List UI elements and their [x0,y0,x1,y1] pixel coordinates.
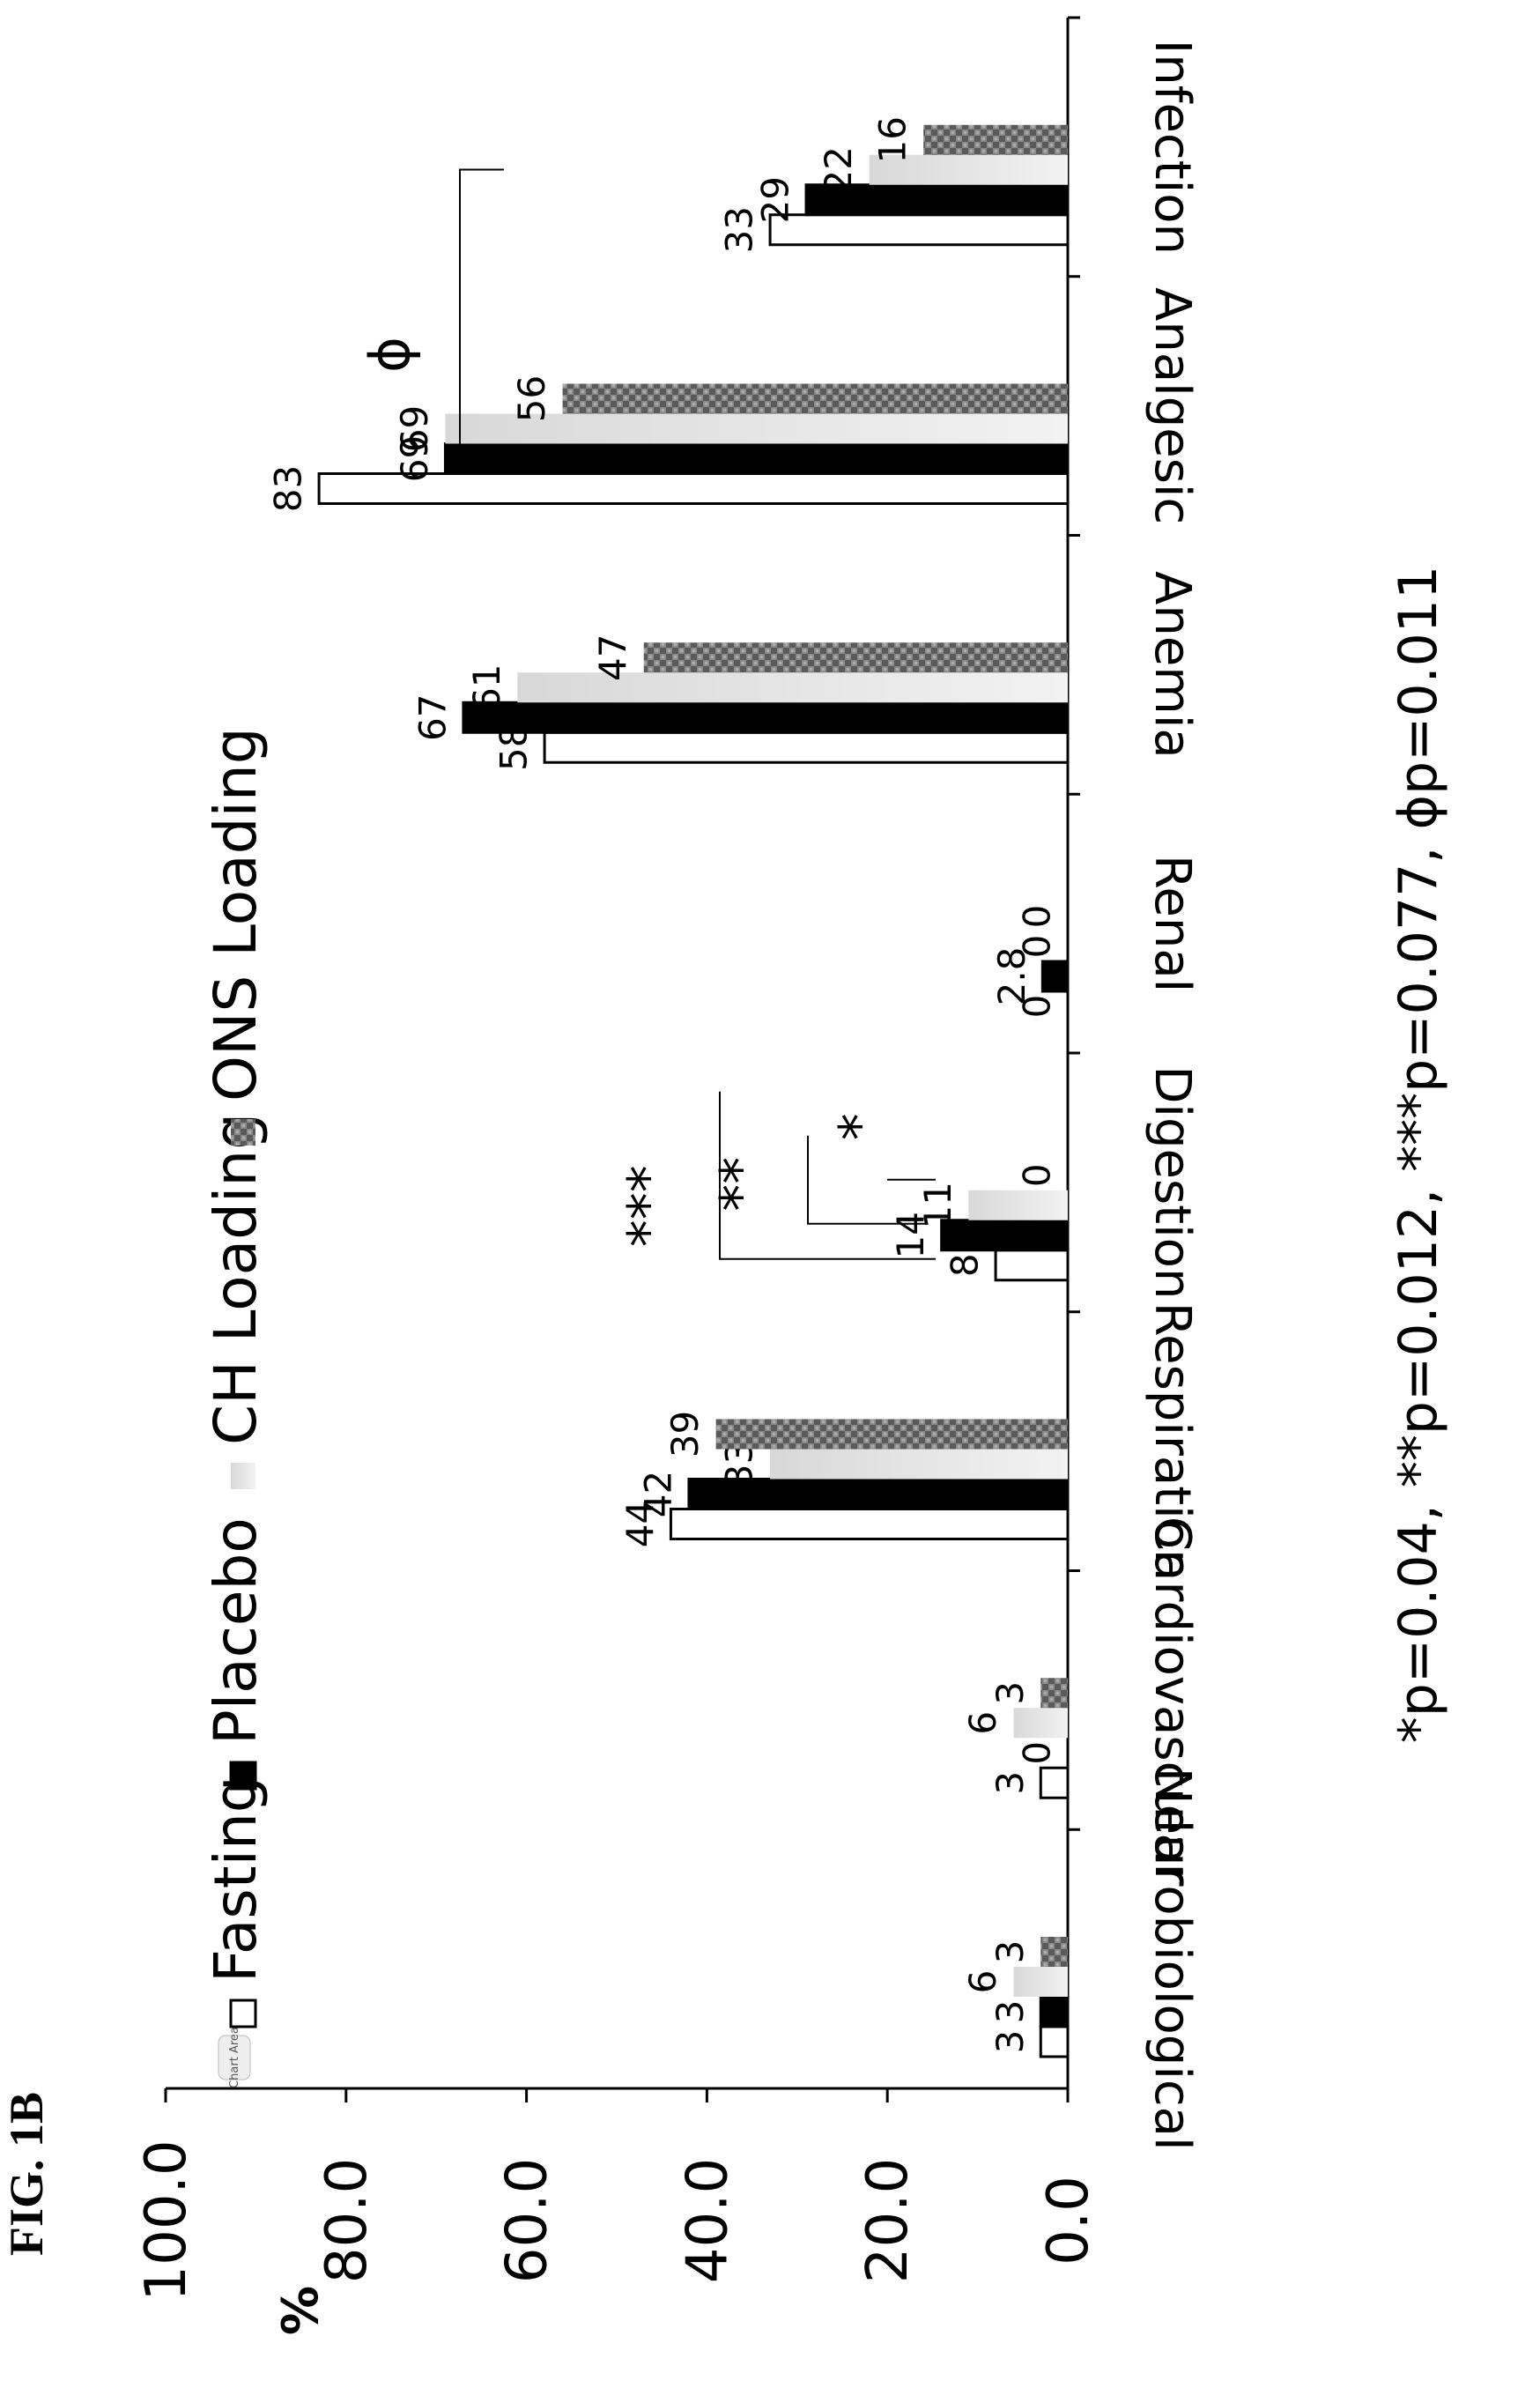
value-label: 14 [889,1212,932,1258]
value-label: 6 [961,1711,1004,1735]
significance-marker: * [827,1113,892,1140]
value-label: 22 [817,146,860,193]
sig-bracket-analgesic [459,168,513,475]
value-tick-label: 0.0 [1036,2176,1101,2266]
bar-ch-loading [869,154,1068,185]
value-label: 67 [411,694,454,741]
value-label: 11 [916,1182,959,1228]
figure-label: FIG. 1B [0,2092,53,2256]
sig-bracket-middle [807,1135,927,1225]
category-label: Anemia [1144,571,1201,759]
bar-ons-loading [715,1419,1068,1450]
y-axis-label: % [272,2286,329,2335]
category-label: Renal [1144,855,1201,992]
category-label: Respiration [1144,1302,1201,1581]
value-tick-label: 60.0 [495,2158,560,2284]
value-label: 69 [393,405,436,452]
bar-placebo [687,1478,1070,1510]
value-label: 3 [988,1681,1032,1705]
bar-placebo [940,1219,1070,1252]
bar-ons-loading [1040,1937,1068,1967]
sig-bracket-outer [719,1091,936,1260]
value-label: 6 [961,1970,1004,1994]
category-label: Analgesic [1144,287,1201,524]
legend-label-fasting: Fasting [202,1776,270,1983]
bar-fasting [1039,2025,1070,2058]
bar-ons-loading [643,642,1068,673]
legend-swatch-ons-loading [231,1119,255,1146]
bar-ons-loading [1040,1678,1068,1709]
value-label: 0 [1016,905,1059,929]
bar-ch-loading [770,1449,1068,1480]
value-tick-label: 100.0 [134,2140,199,2301]
category-label: Digestion [1144,1065,1201,1299]
bar-placebo [1040,960,1070,993]
bar-placebo [804,183,1070,217]
value-label: 61 [465,664,508,711]
value-label: 29 [754,176,797,223]
value-label: 3 [988,2000,1032,2024]
value-label: 56 [510,375,553,422]
bar-ch-loading [1013,1708,1068,1739]
significance-marker: ** [708,1157,773,1212]
footnote: *p=0.04, **p=0.012, ***p=0.077, ɸp=0.011 [1388,566,1449,1743]
bar-fasting [317,472,1070,505]
value-label: 47 [591,634,634,681]
bar-ons-loading [562,383,1068,414]
value-label: 8 [944,1253,987,1277]
legend-swatch-fasting [229,1999,257,2028]
value-label: 0 [1016,1741,1059,1765]
bar-fasting [994,1249,1070,1282]
value-tick-label: 40.0 [675,2158,740,2284]
legend-label-placebo: Placebo [202,1517,270,1745]
legend-swatch-placebo [229,1761,257,1791]
bar-ch-loading [517,672,1068,703]
legend-label-ch-loading: CH Loading [202,1113,270,1445]
value-label: 3 [988,1940,1032,1964]
category-label: Infection [1144,40,1201,255]
legend-label-ons-loading: ONS Loading [202,727,270,1101]
value-label: 0 [1016,995,1059,1019]
value-label: 3 [988,1771,1032,1795]
bar-fasting [543,730,1070,764]
bar-ch-loading [968,1190,1068,1220]
chart-area-tag: Chart Area [228,2027,241,2088]
bar-fasting [1039,1766,1070,1799]
chart-area-tag-box [218,2035,251,2080]
category-label: Cardiovascular [1144,1517,1201,1885]
value-label: 39 [663,1411,707,1457]
category-label: Neurobiological [1144,1768,1201,2151]
bar-placebo [443,442,1070,475]
value-label: 0 [1016,1163,1059,1187]
bar-ch-loading [1013,1967,1068,1997]
value-label: 69 [393,435,436,482]
bar-ch-loading [445,413,1068,444]
value-label: 2.8 [990,947,1033,1006]
value-label: 3 [988,2030,1032,2054]
value-label: 16 [871,116,914,163]
significance-marker: *** [616,1165,680,1247]
value-label: 42 [636,1471,679,1517]
value-label: 33 [718,206,761,253]
bar-ons-loading [923,124,1068,155]
bar-fasting [768,213,1070,247]
significance-marker: ɸ [358,337,422,373]
value-label: 44 [618,1501,662,1547]
bar-placebo [1039,1995,1070,2028]
legend-swatch-ch-loading [231,1463,255,1489]
plot-area: 0.0 20.0 40.0 60.0 80.0 100.0% Chart Area Neuro… [134,16,1449,2335]
bar-fasting [669,1508,1070,1540]
value-tick-label: 80.0 [315,2158,380,2284]
bar-placebo [462,701,1070,734]
value-label: 83 [267,465,310,512]
value-tick-label: 20.0 [855,2158,921,2284]
value-label: 0 [1016,935,1059,959]
